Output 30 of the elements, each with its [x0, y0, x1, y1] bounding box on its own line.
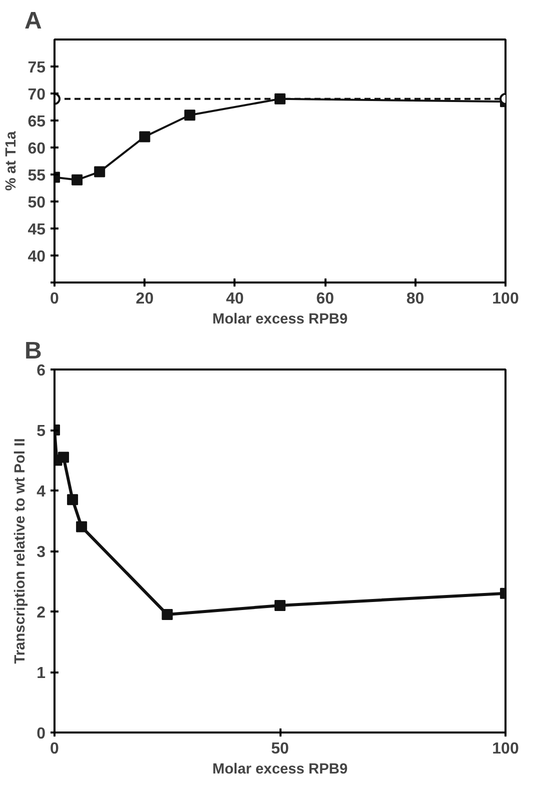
y-tick-label: 4 [36, 484, 46, 500]
y-tick-label: 0 [36, 726, 46, 742]
y-tick-label: 70 [28, 86, 46, 104]
y-axis-title: % at T1a [4, 130, 20, 191]
x-tick-label: 100 [492, 740, 519, 758]
x-tick-label: 40 [226, 290, 244, 308]
x-axis-title: Molar excess RPB9 [212, 312, 348, 328]
chart-title: A [24, 8, 42, 34]
y-tick-label: 5 [36, 423, 46, 440]
y-tick-label: 75 [28, 60, 46, 76]
x-tick-label: 50 [271, 740, 289, 758]
y-tick-label: 3 [36, 544, 46, 561]
y-axis-title: Transcription relative to wt Pol II [12, 438, 29, 664]
y-tick-label: 55 [28, 168, 46, 184]
y-tick-label: 6 [36, 362, 46, 380]
y-tick-label: 1 [36, 665, 46, 682]
x-tick-label: 0 [50, 290, 60, 308]
x-tick-label: 80 [406, 290, 424, 308]
chart-title: B [24, 338, 42, 364]
y-tick-label: 60 [28, 140, 46, 158]
x-tick-label: 0 [50, 740, 60, 758]
y-tick-label: 2 [36, 604, 46, 622]
y-tick-label: 40 [28, 248, 46, 266]
x-tick-label: 60 [316, 290, 334, 308]
x-axis-title: Molar excess RPB9 [212, 762, 348, 778]
x-tick-label: 20 [136, 290, 154, 308]
x-tick-label: 100 [492, 290, 519, 308]
y-tick-label: 65 [28, 114, 46, 130]
y-tick-label: 50 [28, 194, 46, 212]
y-tick-label: 45 [28, 222, 46, 238]
